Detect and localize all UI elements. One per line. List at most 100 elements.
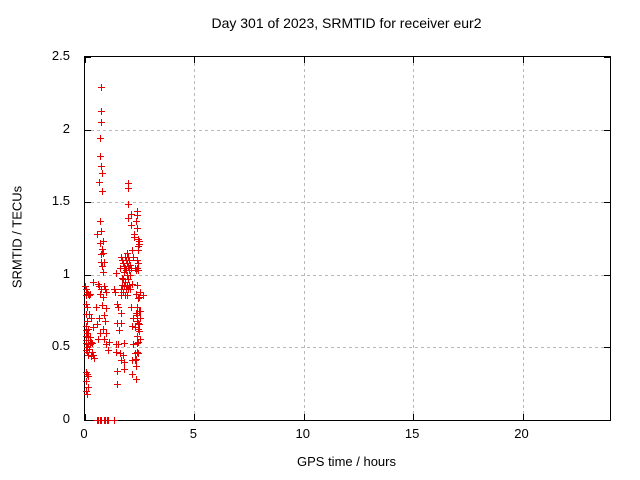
data-point-marker xyxy=(134,332,142,340)
data-point-marker xyxy=(122,264,130,272)
x-tick-top xyxy=(522,57,524,63)
data-point-marker xyxy=(97,152,105,160)
data-point-marker xyxy=(101,283,109,291)
data-point-marker xyxy=(134,225,142,233)
x-tick-label: 10 xyxy=(295,426,310,441)
data-point-marker xyxy=(113,348,121,356)
data-point-marker xyxy=(97,135,105,143)
data-point-marker xyxy=(120,366,128,374)
data-point-marker xyxy=(97,119,105,127)
y-tick-label: 2.5 xyxy=(51,48,70,63)
data-point-marker xyxy=(83,340,91,348)
y-tick-left xyxy=(85,57,91,58)
data-point-marker xyxy=(136,328,144,336)
data-point-marker xyxy=(129,247,137,255)
data-point-marker xyxy=(97,84,105,92)
data-point-marker xyxy=(99,263,107,271)
data-point-marker xyxy=(132,376,140,384)
data-point-marker xyxy=(120,351,128,359)
data-point-marker xyxy=(118,274,126,282)
data-point-marker xyxy=(132,309,140,317)
data-point-marker xyxy=(85,345,93,353)
data-point-marker xyxy=(113,380,121,388)
data-point-marker xyxy=(85,373,93,381)
data-point-marker xyxy=(120,276,128,284)
data-point-marker xyxy=(99,325,107,333)
y-tick-right xyxy=(604,274,610,276)
data-point-marker xyxy=(134,340,142,348)
data-point-marker xyxy=(132,264,140,272)
x-tick-top xyxy=(413,57,415,63)
y-gridline xyxy=(85,129,610,131)
data-point-marker xyxy=(83,347,91,355)
x-tick-label: 20 xyxy=(514,426,529,441)
x-gridline xyxy=(522,57,524,420)
x-tick-label: 5 xyxy=(189,426,197,441)
data-point-marker xyxy=(90,354,98,362)
data-point-marker xyxy=(136,308,144,316)
data-point-marker xyxy=(89,340,96,348)
x-tick-bottom xyxy=(303,414,305,420)
data-point-marker xyxy=(120,268,128,276)
data-point-marker xyxy=(125,215,133,223)
data-point-marker xyxy=(132,324,140,332)
data-point-marker xyxy=(136,335,144,343)
data-point-marker xyxy=(97,228,105,236)
x-tick-top xyxy=(194,57,196,63)
data-point-marker xyxy=(118,309,126,317)
data-point-marker xyxy=(129,315,137,323)
data-point-marker xyxy=(83,318,91,326)
data-point-marker xyxy=(85,292,93,300)
data-point-marker xyxy=(94,280,102,288)
x-tick-bottom xyxy=(85,414,86,420)
data-point-marker xyxy=(94,335,102,343)
data-point-marker xyxy=(132,356,140,364)
data-point-marker xyxy=(101,286,109,294)
data-point-marker xyxy=(132,218,140,226)
data-point-marker xyxy=(83,303,91,311)
data-point-marker xyxy=(134,207,142,215)
data-point-marker xyxy=(129,280,137,288)
data-point-marker xyxy=(99,268,107,276)
data-point-marker xyxy=(97,162,105,170)
data-point-marker xyxy=(87,341,95,349)
data-point-marker xyxy=(129,370,137,378)
data-point-marker xyxy=(129,341,137,349)
y-gridline xyxy=(85,347,610,349)
data-point-marker xyxy=(83,332,91,340)
data-point-marker xyxy=(132,357,140,365)
y-gridline xyxy=(85,274,610,276)
y-tick-label: 2 xyxy=(62,120,70,136)
data-point-marker xyxy=(134,235,142,243)
data-point-marker xyxy=(83,286,91,294)
x-tick-label: 15 xyxy=(404,426,420,441)
data-point-marker xyxy=(134,318,142,326)
data-point-marker xyxy=(139,292,147,300)
data-point-marker xyxy=(127,303,135,311)
data-point-marker xyxy=(136,241,144,249)
data-point-marker xyxy=(87,290,95,298)
data-point-marker xyxy=(101,318,109,326)
data-point-marker xyxy=(115,303,123,311)
data-point-marker xyxy=(83,390,91,398)
data-point-marker xyxy=(136,293,144,301)
data-point-marker xyxy=(97,329,105,337)
data-point-marker xyxy=(101,335,109,343)
data-point-marker xyxy=(134,242,142,250)
x-gridline xyxy=(194,57,196,420)
data-point-marker xyxy=(83,348,91,356)
data-point-marker xyxy=(134,267,142,275)
data-point-marker xyxy=(125,263,133,271)
y-tick-right xyxy=(604,347,610,349)
y-tick-right xyxy=(604,420,610,421)
data-point-marker xyxy=(124,292,131,300)
data-point-marker xyxy=(83,369,91,377)
data-point-marker xyxy=(101,258,109,266)
y-tick-right xyxy=(604,57,610,58)
data-point-marker xyxy=(99,293,107,301)
y-tick-left xyxy=(85,129,91,131)
data-point-marker xyxy=(99,250,107,258)
data-point-marker xyxy=(125,267,133,275)
data-point-marker xyxy=(116,326,124,334)
data-point-marker xyxy=(96,178,103,186)
